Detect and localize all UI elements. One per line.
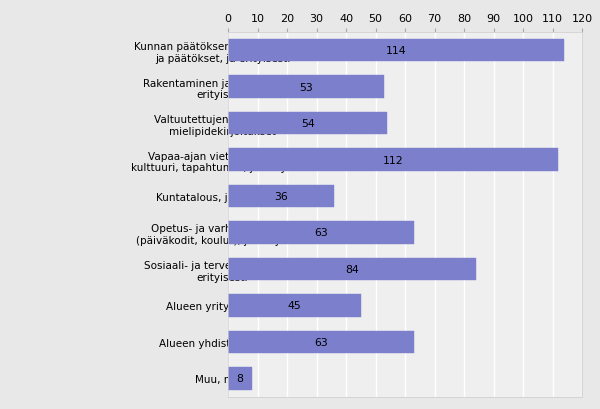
Bar [228,185,334,208]
Text: 53: 53 [299,82,313,92]
Bar [228,149,559,171]
Text: 54: 54 [301,119,314,129]
Bar [228,294,361,317]
Text: 63: 63 [314,337,328,347]
Bar [228,76,385,99]
Text: 8: 8 [236,373,243,384]
Bar [228,331,414,353]
Text: 45: 45 [287,301,301,311]
Text: 112: 112 [383,155,404,165]
Text: 84: 84 [345,264,359,274]
Bar [228,222,414,244]
Text: 114: 114 [386,46,406,56]
Bar [228,112,388,135]
Text: 63: 63 [314,228,328,238]
Bar [228,40,564,62]
Text: 36: 36 [274,191,288,202]
Bar [228,258,476,281]
Bar [228,367,251,390]
